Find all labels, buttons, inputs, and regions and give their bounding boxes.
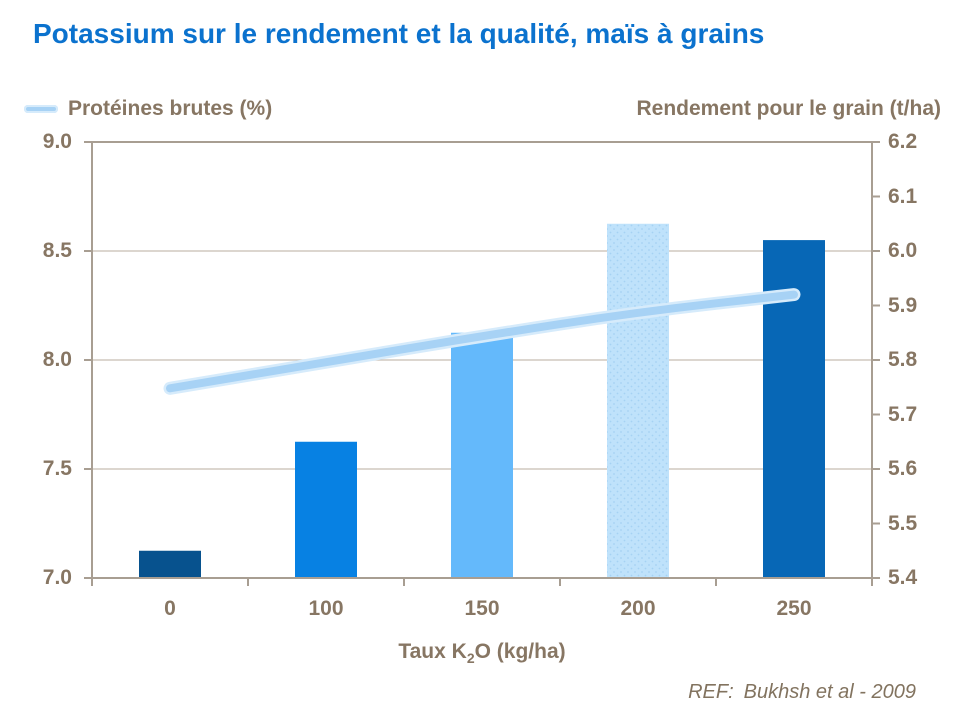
right-axis-ticklabel-6.0: 6.0 [888,239,918,262]
bar-rendement-0 [139,550,201,578]
bar-rendement-100 [295,441,357,578]
reference-note: REF: Bukhsh et al - 2009 [688,681,916,704]
right-axis-ticklabel-5.7: 5.7 [888,402,918,426]
reference-label: REF: [688,681,734,703]
bar-rendement-150 [451,332,513,578]
reference-text: Bukhsh et al - 2009 [743,681,916,703]
legend-rendement-label: Rendement pour le grain (t/ha) [636,97,941,120]
legend-proteines: Protéines brutes (%) [24,96,272,122]
right-axis-ticklabel-5.5: 5.5 [888,511,918,535]
x-axis-ticklabel-250: 250 [776,597,812,620]
chart-title: Potassium sur le rendement et la qualité… [33,18,765,49]
x-axis-ticklabel-100: 100 [308,597,344,620]
right-axis-ticklabel-5.9: 5.9 [888,293,918,317]
legend-proteines-label: Protéines brutes (%) [68,97,273,120]
x-axis-title-subscript: 2 [466,650,475,667]
right-axis-ticklabel-5.8: 5.8 [888,348,918,371]
bar-rendement-200 [607,223,669,578]
right-axis-ticklabel-6.1: 6.1 [888,184,918,208]
x-axis-title-prefix: Taux K [398,640,467,663]
legend-rendement: Rendement pour le grain (t/ha) [636,96,941,122]
x-axis-ticklabel-0: 0 [164,597,176,620]
left-axis-ticklabel-7.5: 7.5 [42,457,72,480]
left-axis-ticklabel-9.0: 9.0 [42,130,72,153]
right-axis-ticklabel-5.6: 5.6 [888,457,918,480]
x-axis-ticklabel-150: 150 [464,597,500,620]
right-axis-ticklabel-5.4: 5.4 [888,566,918,589]
left-axis-ticklabel-7.0: 7.0 [42,566,72,589]
right-axis-ticklabel-6.2: 6.2 [888,130,918,153]
x-axis-title: Taux K2O (kg/ha) [282,640,682,666]
line-series-swatch-icon [24,105,58,113]
line-proteines [166,290,798,393]
x-axis-title-suffix: O (kg/ha) [474,640,566,663]
left-axis-ticklabel-8.5: 8.5 [42,239,72,262]
left-axis-ticklabel-8.0: 8.0 [42,348,72,371]
x-axis-ticklabel-200: 200 [620,597,656,620]
